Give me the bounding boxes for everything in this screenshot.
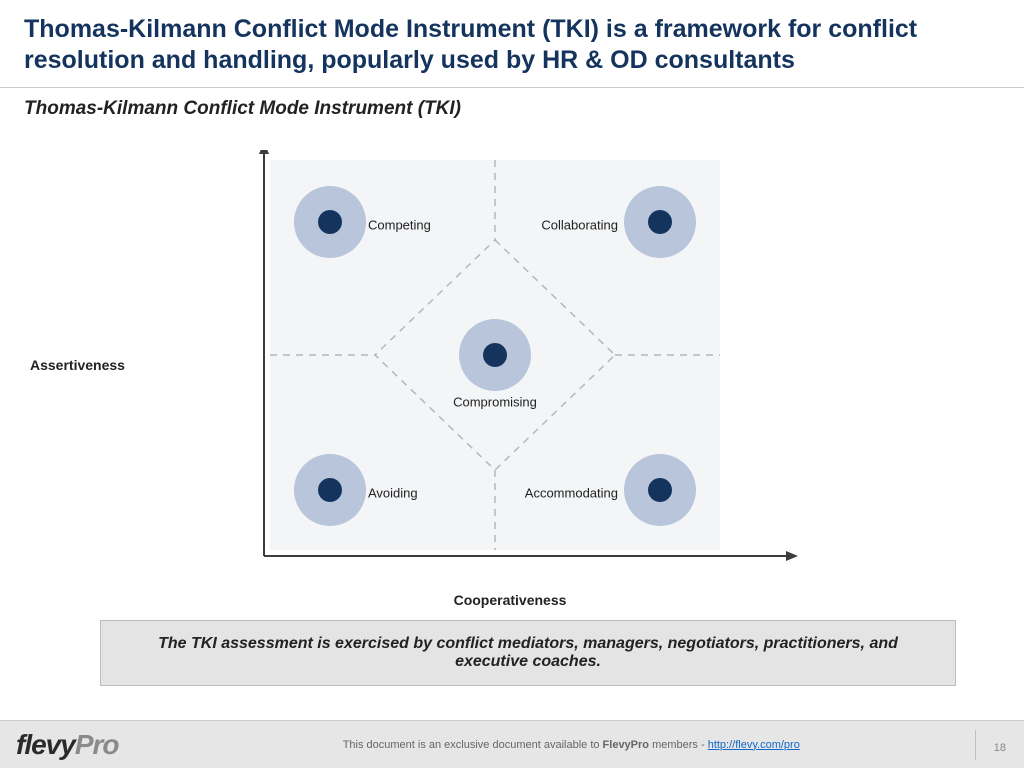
y-axis-arrow-icon (259, 150, 269, 154)
logo-sub: Pro (75, 729, 119, 760)
node-label-avoiding: Avoiding (368, 485, 418, 500)
divider (0, 87, 1024, 88)
node-dot-accommodating (648, 478, 672, 502)
node-dot-avoiding (318, 478, 342, 502)
logo-main: flevy (16, 729, 75, 760)
footer-bold: FlevyPro (603, 739, 649, 751)
slide: Thomas-Kilmann Conflict Mode Instrument … (0, 0, 1024, 768)
node-label-accommodating: Accommodating (525, 485, 618, 500)
x-axis-label: Cooperativeness (454, 592, 567, 608)
page-number: 18 (994, 742, 1006, 754)
footer: flevyPro This document is an exclusive d… (0, 720, 1024, 768)
tki-chart: Assertiveness CompetingCollaboratingComp… (160, 150, 860, 580)
y-axis-label: Assertiveness (30, 357, 125, 373)
main-title: Thomas-Kilmann Conflict Mode Instrument … (24, 14, 1000, 77)
x-axis-arrow-icon (786, 551, 798, 561)
node-label-compromising: Compromising (453, 394, 537, 409)
subtitle: Thomas-Kilmann Conflict Mode Instrument … (0, 98, 1024, 128)
node-label-collaborating: Collaborating (541, 217, 618, 232)
header: Thomas-Kilmann Conflict Mode Instrument … (0, 0, 1024, 83)
node-dot-collaborating (648, 210, 672, 234)
caption-box: The TKI assessment is exercised by confl… (100, 620, 956, 686)
footer-separator (975, 730, 976, 760)
node-dot-compromising (483, 343, 507, 367)
footer-prefix: This document is an exclusive document a… (343, 739, 603, 751)
logo: flevyPro (16, 729, 119, 761)
footer-suffix: members - (649, 739, 708, 751)
footer-text: This document is an exclusive document a… (119, 739, 1024, 751)
chart-svg: Competing Collaborating Compromising Avoidi… (160, 150, 860, 580)
node-label-competing: Competing (368, 217, 431, 232)
node-dot-competing (318, 210, 342, 234)
footer-link[interactable]: http://flevy.com/pro (708, 739, 800, 751)
